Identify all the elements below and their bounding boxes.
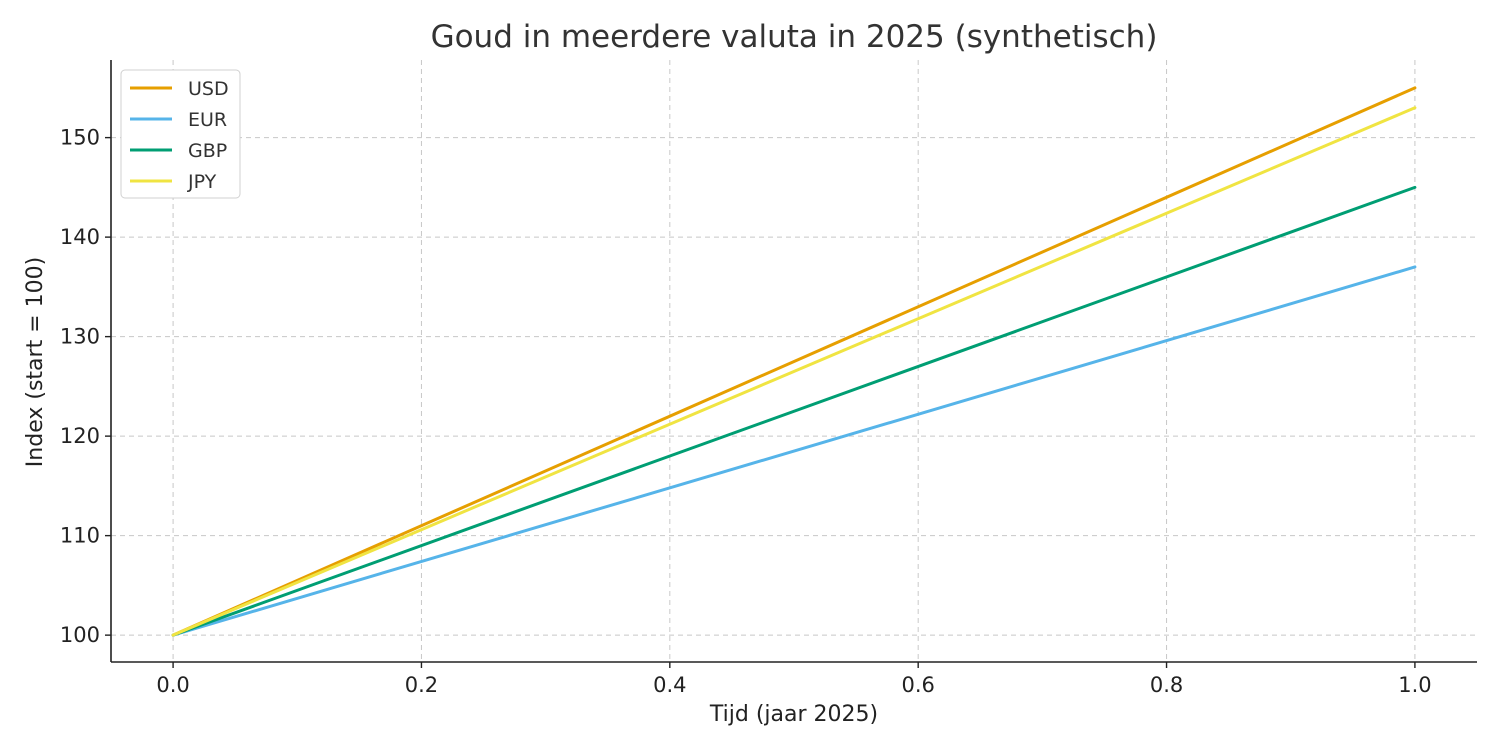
- y-axis-label: Index (start = 100): [23, 257, 48, 467]
- x-tick-label: 1.0: [1398, 673, 1431, 697]
- series-lines: [171, 86, 1417, 637]
- y-tick-label: 100: [60, 623, 100, 647]
- grid-lines: [111, 60, 1477, 662]
- y-tick-label: 130: [60, 325, 100, 349]
- y-tick-label: 150: [60, 126, 100, 150]
- series-line-eur: [171, 265, 1417, 637]
- x-axis-ticks: 0.0 0.2 0.4 0.6 0.8 1.0: [156, 662, 1432, 697]
- y-axis-ticks: 100 110 120 130 140 150: [60, 126, 111, 647]
- y-tick-label: 140: [60, 225, 100, 249]
- series-line-usd: [171, 86, 1417, 637]
- legend-label-usd: USD: [188, 78, 229, 100]
- legend-box: [120, 69, 241, 199]
- legend: USD EUR GBP JPY: [120, 69, 241, 199]
- x-tick-label: 0.4: [653, 673, 686, 697]
- y-tick-label: 120: [60, 424, 100, 448]
- x-axis-label: Tijd (jaar 2025): [709, 702, 878, 727]
- legend-label-eur: EUR: [188, 109, 227, 131]
- chart-title: Goud in meerdere valuta in 2025 (synthet…: [431, 19, 1158, 55]
- y-tick-label: 110: [60, 524, 100, 548]
- series-line-gbp: [171, 185, 1417, 637]
- x-tick-label: 0.2: [405, 673, 438, 697]
- x-tick-label: 0.0: [156, 673, 189, 697]
- series-line-jpy: [171, 106, 1417, 637]
- legend-label-jpy: JPY: [187, 171, 217, 193]
- x-tick-label: 0.6: [901, 673, 934, 697]
- x-tick-label: 0.8: [1150, 673, 1183, 697]
- legend-label-gbp: GBP: [188, 140, 227, 162]
